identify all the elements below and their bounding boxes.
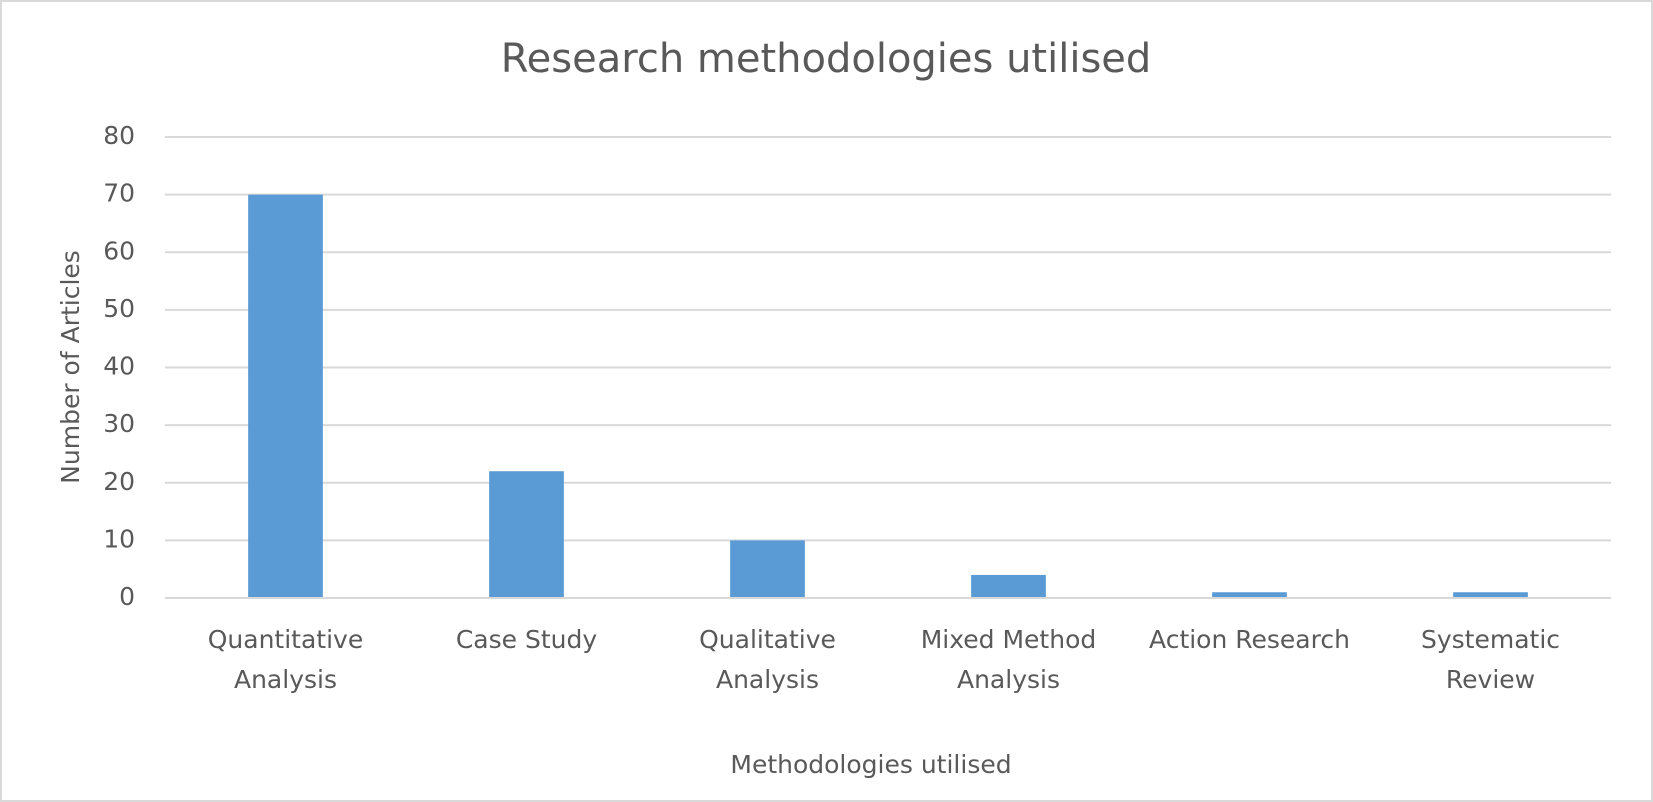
bar: [248, 194, 323, 598]
x-tick-label: Systematic Review: [1421, 625, 1560, 694]
x-tick-label: Action Research: [1149, 625, 1350, 654]
y-tick-label: 70: [103, 179, 135, 208]
y-tick-label: 50: [103, 294, 135, 323]
y-axis-title: Number of Articles: [56, 250, 85, 484]
bar: [1453, 592, 1528, 598]
bar: [730, 540, 805, 598]
bar: [489, 471, 564, 598]
chart-title: Research methodologies utilised: [501, 36, 1152, 82]
y-tick-label: 30: [103, 409, 135, 438]
x-axis-title: Methodologies utilised: [730, 750, 1011, 779]
bar: [1212, 592, 1287, 598]
y-tick-label: 80: [103, 121, 135, 150]
y-tick-label: 40: [103, 352, 135, 381]
x-tick-label: Qualitative Analysis: [699, 625, 836, 694]
y-tick-label: 0: [119, 582, 135, 611]
y-tick-label: 20: [103, 467, 135, 496]
bar: [971, 574, 1046, 598]
y-tick-label: 60: [103, 236, 135, 265]
y-tick-label: 10: [103, 524, 135, 553]
x-tick-label: Case Study: [456, 625, 598, 654]
x-tick-label: Quantitative Analysis: [208, 625, 363, 694]
x-tick-label: Mixed Method Analysis: [921, 625, 1097, 694]
